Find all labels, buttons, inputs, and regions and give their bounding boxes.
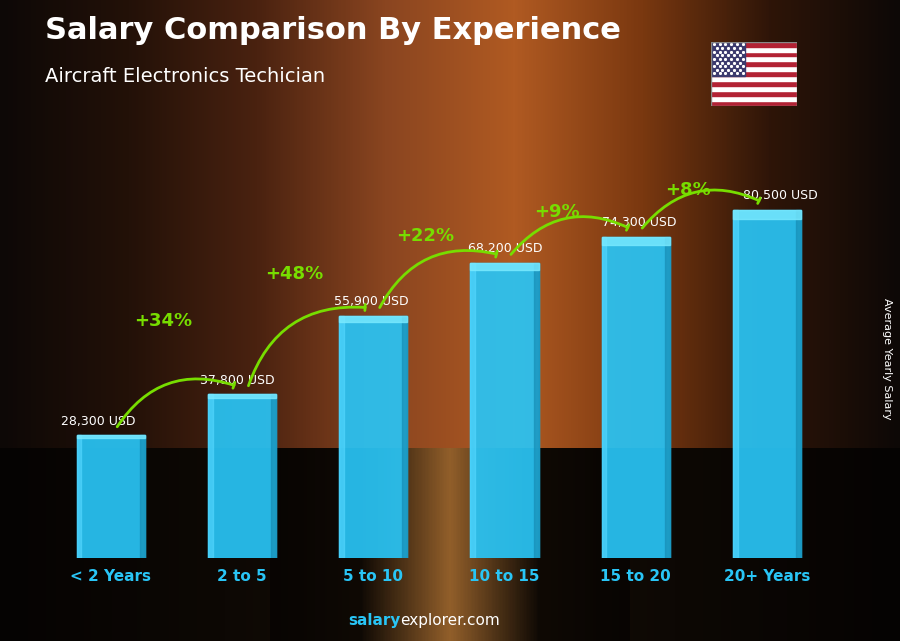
Text: Average Yearly Salary: Average Yearly Salary	[881, 298, 892, 420]
Text: 28,300 USD: 28,300 USD	[61, 415, 135, 428]
Bar	[76, 435, 145, 438]
Text: +34%: +34%	[134, 312, 193, 330]
Bar	[711, 76, 796, 81]
Bar	[339, 316, 407, 558]
Text: +48%: +48%	[266, 265, 323, 283]
Bar	[711, 71, 796, 76]
Bar	[733, 210, 801, 219]
Bar	[665, 237, 670, 558]
Text: salary: salary	[348, 613, 400, 628]
Bar	[339, 316, 344, 558]
Bar	[76, 435, 81, 558]
Bar	[208, 394, 212, 558]
Bar	[208, 394, 276, 558]
Bar	[711, 62, 796, 66]
Bar	[733, 210, 737, 558]
Bar	[711, 66, 796, 71]
Bar	[470, 263, 538, 558]
Bar	[339, 316, 407, 322]
Bar	[733, 210, 801, 558]
Bar	[470, 263, 475, 558]
Bar	[711, 101, 796, 106]
Bar	[601, 237, 607, 558]
Text: 68,200 USD: 68,200 USD	[468, 242, 542, 255]
Bar	[711, 51, 796, 56]
Text: +8%: +8%	[665, 181, 711, 199]
Bar	[534, 263, 538, 558]
Text: 55,900 USD: 55,900 USD	[334, 296, 409, 308]
Bar	[601, 237, 670, 245]
Text: +9%: +9%	[534, 203, 580, 221]
Bar	[271, 394, 276, 558]
Bar	[711, 86, 796, 91]
Bar	[711, 42, 745, 76]
Bar	[711, 81, 796, 86]
Bar	[76, 435, 145, 558]
Bar	[711, 91, 796, 96]
Bar	[711, 96, 796, 101]
Text: 37,800 USD: 37,800 USD	[200, 374, 274, 387]
Bar	[470, 263, 538, 271]
Text: Salary Comparison By Experience: Salary Comparison By Experience	[45, 16, 621, 45]
Text: 74,300 USD: 74,300 USD	[601, 216, 676, 229]
Bar	[796, 210, 801, 558]
Text: 80,500 USD: 80,500 USD	[743, 189, 818, 202]
Bar	[711, 47, 796, 51]
Bar	[140, 435, 145, 558]
Bar	[601, 237, 670, 558]
Text: Aircraft Electronics Techician: Aircraft Electronics Techician	[45, 67, 325, 87]
Bar	[208, 394, 276, 399]
Bar	[402, 316, 407, 558]
Bar	[711, 42, 796, 47]
Text: +22%: +22%	[397, 227, 454, 245]
Text: explorer.com: explorer.com	[400, 613, 500, 628]
Bar	[711, 56, 796, 62]
